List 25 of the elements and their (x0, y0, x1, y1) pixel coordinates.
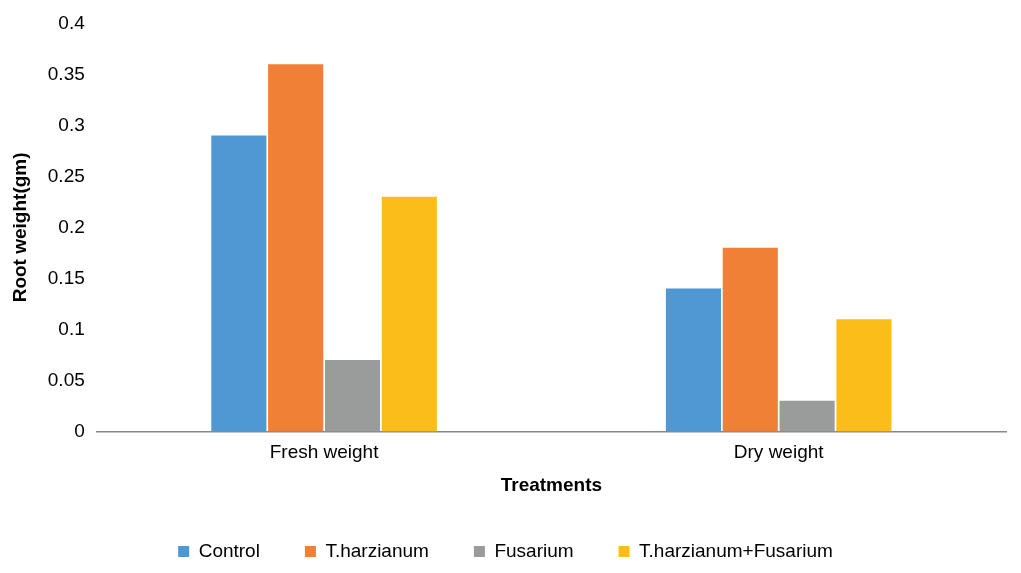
y-tick-label: 0.3 (58, 113, 85, 135)
y-tick-label: 0.4 (58, 11, 86, 33)
bar (665, 288, 722, 432)
y-tick-label: 0 (74, 419, 85, 441)
x-tick-label: Dry weight (733, 441, 825, 463)
bar (211, 135, 267, 432)
y-tick-label: 0.2 (58, 215, 85, 237)
legend-label: T.harzianum (325, 539, 429, 561)
x-tick-label: Fresh weight (269, 441, 380, 463)
y-tick-label: 0.15 (47, 266, 85, 288)
bar (381, 196, 437, 432)
bar (324, 360, 381, 432)
y-axis-title: Root weight(gm) (8, 152, 30, 303)
y-tick-label: 0.1 (58, 317, 85, 339)
bar (779, 400, 835, 432)
x-axis-title: Treatments (500, 473, 603, 495)
legend-label: T.harzianum+Fusarium (639, 539, 833, 561)
bar (836, 319, 892, 432)
legend-label: Fusarium (494, 539, 574, 561)
y-tick-label: 0.35 (47, 62, 85, 84)
bar (268, 64, 324, 432)
y-tick-label: 0.25 (47, 164, 85, 186)
bar (722, 247, 778, 432)
legend-label: Control (198, 539, 260, 561)
y-tick-label: 0.05 (47, 368, 85, 390)
